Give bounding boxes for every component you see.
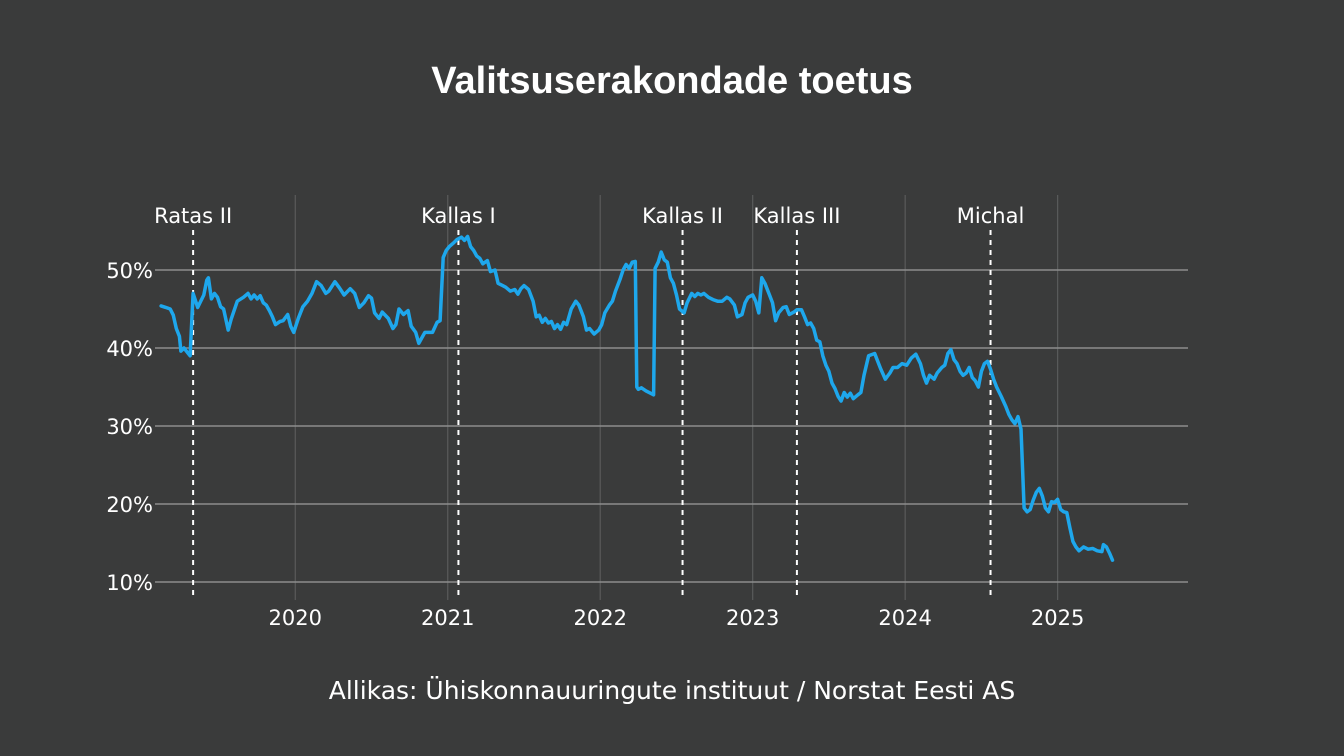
horizontal-gridlines [155,269,1188,583]
y-tick-label-20: 20% [106,493,153,517]
series-line-0 [159,234,1115,562]
series-lines [159,234,1115,562]
event-label-0: Ratas II [154,204,232,228]
vertical-gridlines [294,195,1059,600]
y-tick-label-10: 10% [106,571,153,595]
x-tick-label-2020: 2020 [269,606,322,630]
event-label-4: Michal [957,204,1025,228]
x-tick-label-2025: 2025 [1031,606,1084,630]
event-label-2: Kallas II [642,204,723,228]
chart-title: Valitsuserakondade toetus [431,60,913,102]
x-tick-label-2022: 2022 [573,606,626,630]
x-tick-label-2024: 2024 [878,606,931,630]
x-axis-tick-labels: 2020 2021 2022 2023 2024 2025 [269,606,1085,630]
x-tick-label-2021: 2021 [421,606,474,630]
event-label-1: Kallas I [421,204,496,228]
y-tick-label-50: 50% [106,259,153,283]
y-axis-tick-labels: 10% 20% 30% 40% 50% [106,259,153,595]
government-event-markers: Ratas II Kallas I Kallas II Kallas III Micha… [154,204,1024,600]
source-note: Allikas: Ühiskonnauuringute instituut / … [328,676,1016,705]
y-tick-label-30: 30% [106,415,153,439]
y-tick-label-40: 40% [106,337,153,361]
x-tick-label-2023: 2023 [726,606,779,630]
event-label-3: Kallas III [753,204,840,228]
